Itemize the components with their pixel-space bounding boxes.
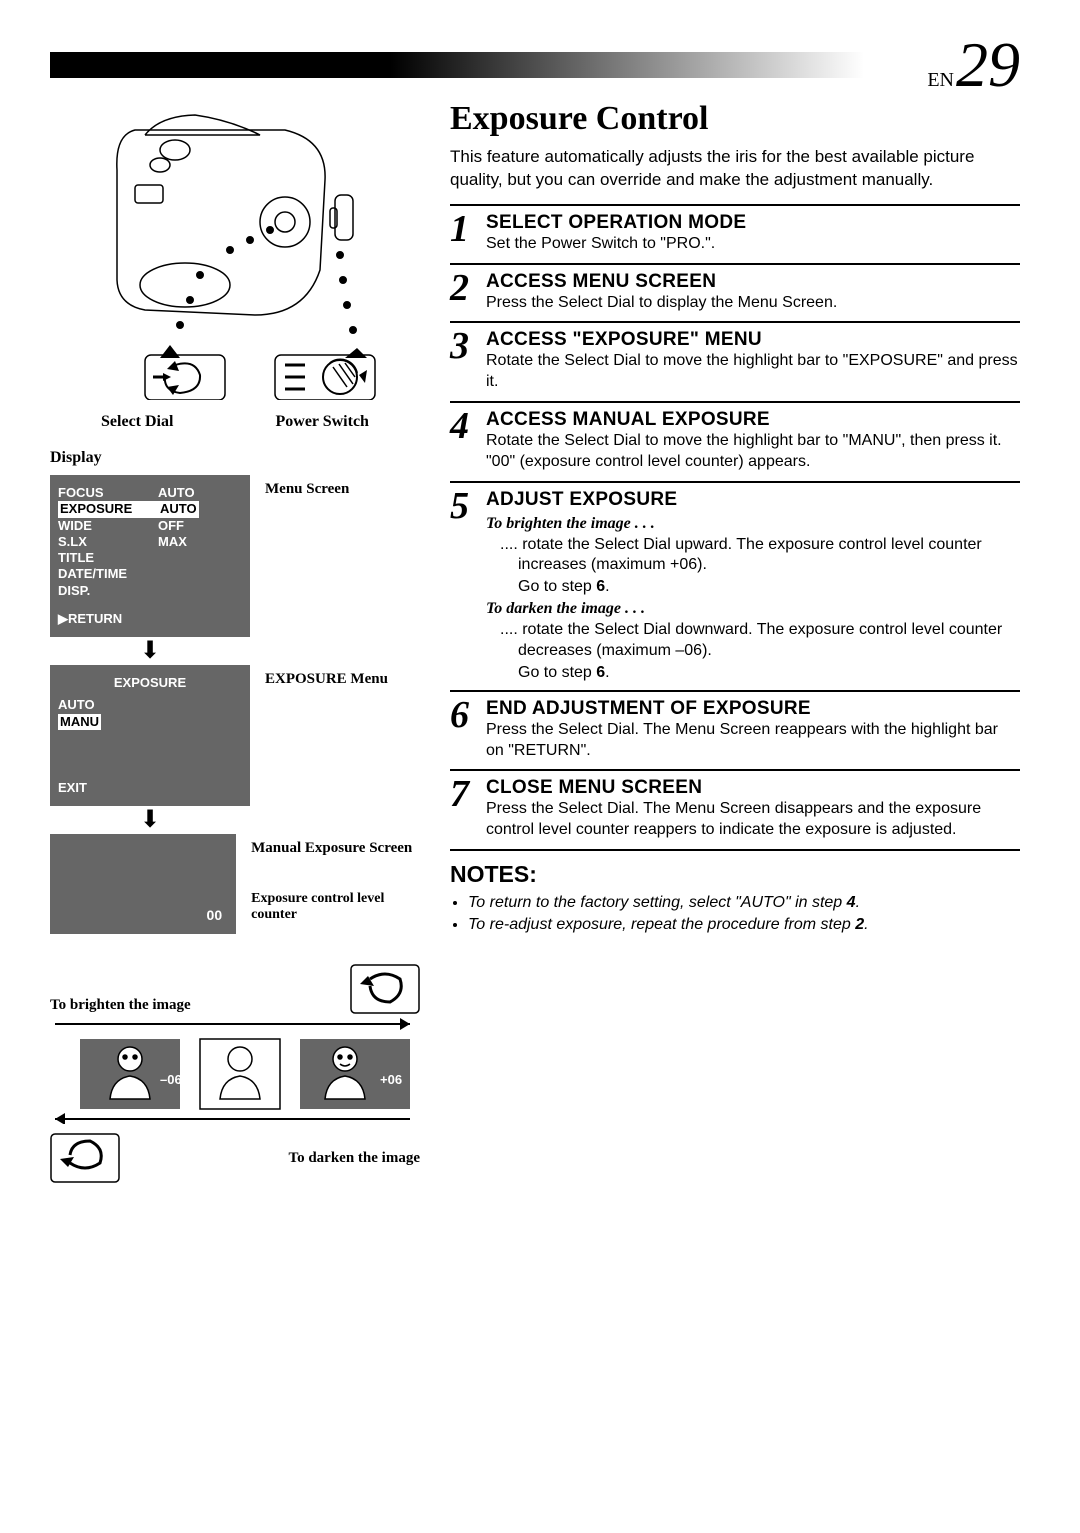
exposure-value: 00 xyxy=(207,907,223,925)
manual-screen-label: Manual Exposure Screen xyxy=(251,840,420,857)
menu-row-value: AUTO xyxy=(158,501,199,517)
step-number: 4 xyxy=(450,409,478,473)
exposure-max: +06 xyxy=(380,1072,402,1087)
step: 5 ADJUST EXPOSURE To brighten the image . … xyxy=(450,481,1020,690)
down-arrow-icon: ⬇ xyxy=(50,808,250,832)
notes-title: NOTES: xyxy=(450,861,1020,888)
step-number: 1 xyxy=(450,212,478,255)
menu-screen-label: Menu Screen xyxy=(265,481,349,498)
step-title: SELECT OPERATION MODE xyxy=(486,212,1020,234)
power-switch-label: Power Switch xyxy=(275,413,368,431)
manual-exposure-screen: 00 xyxy=(50,834,236,934)
step-title: ACCESS "EXPOSURE" MENU xyxy=(486,329,1020,351)
step: 6 END ADJUSTMENT OF EXPOSUREPress the Sel… xyxy=(450,690,1020,770)
step-text: Press the Select Dial to display the Men… xyxy=(486,293,1020,314)
step-number: 3 xyxy=(450,329,478,393)
menu-row-item: FOCUS xyxy=(58,485,158,501)
step-title: CLOSE MENU SCREEN xyxy=(486,777,1020,799)
step-text: Press the Select Dial. The Menu Screen d… xyxy=(486,799,1020,841)
select-dial-label: Select Dial xyxy=(101,413,173,431)
step: 7 CLOSE MENU SCREENPress the Select Dial.… xyxy=(450,769,1020,851)
step-bullet: .... rotate the Select Dial downward. Th… xyxy=(500,620,1020,662)
step-title: ACCESS MENU SCREEN xyxy=(486,271,1020,293)
exposure-row-item: AUTO xyxy=(58,697,95,713)
step-number: 5 xyxy=(450,489,478,682)
menu-return: ▶RETURN xyxy=(58,611,242,627)
page-number-value: 29 xyxy=(956,39,1020,90)
display-label: Display xyxy=(50,449,420,467)
header-black-bar xyxy=(50,52,390,78)
dial-down-icon xyxy=(50,1133,120,1183)
step-text: Rotate the Select Dial to move the highl… xyxy=(486,431,1020,473)
step-title: END ADJUSTMENT OF EXPOSURE xyxy=(486,698,1020,720)
exposure-min: –06 xyxy=(160,1072,182,1087)
menu-row-item: WIDE xyxy=(58,518,158,534)
step-bullet: .... rotate the Select Dial upward. The … xyxy=(500,535,1020,577)
step-number: 7 xyxy=(450,777,478,841)
note-item: To re-adjust exposure, repeat the proced… xyxy=(468,914,1020,936)
step-text: Set the Power Switch to "PRO.". xyxy=(486,234,1020,255)
camcorder-icon xyxy=(75,100,395,400)
menu-row-item: DATE/TIME DISP. xyxy=(58,566,158,599)
page-header: EN 29 xyxy=(50,40,1020,90)
menu-row-item: EXPOSURE xyxy=(58,501,158,517)
exposure-row-item: MANU xyxy=(58,714,101,730)
menu-screen: FOCUSAUTOEXPOSUREAUTOWIDEOFFS.LXMAXTITLE… xyxy=(50,475,250,637)
step-subheading: To darken the image . . . xyxy=(486,600,1020,618)
header-gradient xyxy=(390,52,917,78)
step-goto: Go to step 6. xyxy=(518,578,1020,596)
step-text: Press the Select Dial. The Menu Screen r… xyxy=(486,720,1020,762)
step-title: ADJUST EXPOSURE xyxy=(486,489,1020,511)
notes-list: To return to the factory setting, select… xyxy=(450,892,1020,937)
step-number: 2 xyxy=(450,271,478,314)
exposure-diagram: –06 xyxy=(50,1014,420,1124)
intro-text: This feature automatically adjusts the i… xyxy=(450,146,1020,192)
step: 2 ACCESS MENU SCREENPress the Select Dial… xyxy=(450,263,1020,322)
note-item: To return to the factory setting, select… xyxy=(468,892,1020,914)
exposure-heading: EXPOSURE xyxy=(58,675,242,691)
menu-row-item: S.LX xyxy=(58,534,158,550)
menu-row-value: MAX xyxy=(158,534,187,550)
step: 1 SELECT OPERATION MODESet the Power Swit… xyxy=(450,204,1020,263)
menu-row-value: OFF xyxy=(158,518,184,534)
exposure-menu-screen: EXPOSURE AUTOMANU EXIT xyxy=(50,665,250,806)
exposure-menu-label: EXPOSURE Menu xyxy=(265,671,388,688)
menu-row-value: AUTO xyxy=(158,485,195,501)
down-arrow-icon: ⬇ xyxy=(50,639,250,663)
step-number: 6 xyxy=(450,698,478,762)
page-number: EN 29 xyxy=(927,39,1020,92)
page-lang: EN xyxy=(927,69,954,92)
step: 4 ACCESS MANUAL EXPOSURERotate the Select… xyxy=(450,401,1020,481)
camera-illustration: Select Dial Power Switch xyxy=(50,100,420,431)
dial-up-icon xyxy=(350,964,420,1014)
menu-row-item: TITLE xyxy=(58,550,158,566)
brighten-label: To brighten the image xyxy=(50,997,191,1014)
step-text: Rotate the Select Dial to move the highl… xyxy=(486,351,1020,393)
exposure-exit: EXIT xyxy=(58,780,242,796)
darken-label: To darken the image xyxy=(288,1150,420,1167)
page-title: Exposure Control xyxy=(450,100,1020,138)
step-goto: Go to step 6. xyxy=(518,664,1020,682)
step-title: ACCESS MANUAL EXPOSURE xyxy=(486,409,1020,431)
step: 3 ACCESS "EXPOSURE" MENURotate the Select… xyxy=(450,321,1020,401)
step-subheading: To brighten the image . . . xyxy=(486,515,1020,533)
counter-label: Exposure control level counter xyxy=(251,891,420,923)
